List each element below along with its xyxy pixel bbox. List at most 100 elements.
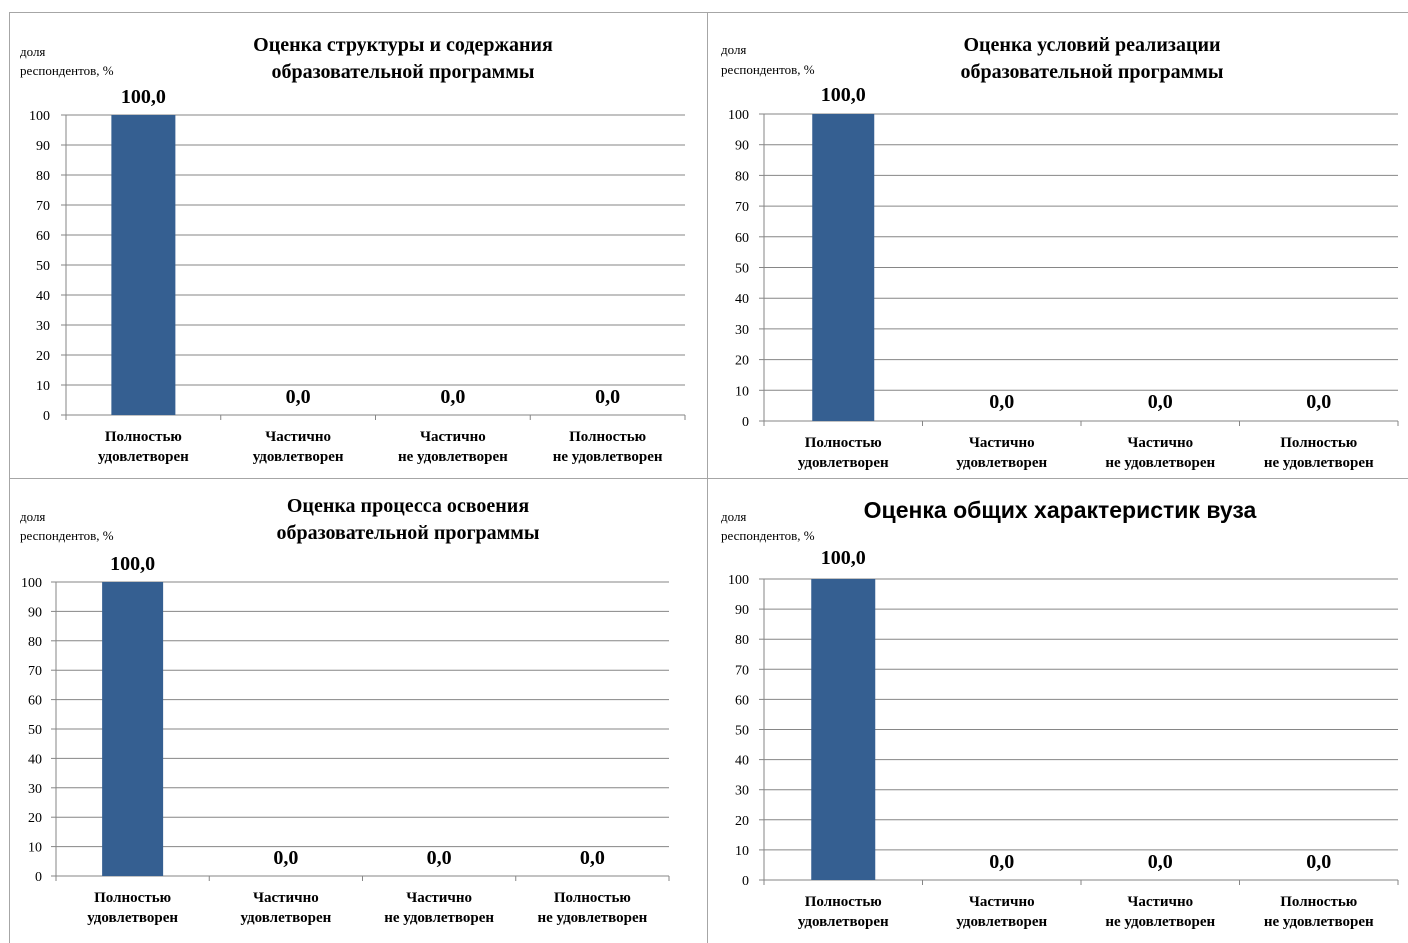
y-axis-label: респондентов, % (20, 63, 114, 78)
chart-title: Оценка процесса освоения (287, 495, 529, 517)
bar (111, 115, 176, 415)
y-axis-label: респондентов, % (721, 62, 815, 77)
data-label: 0,0 (1306, 391, 1331, 413)
category-label: удовлетворен (87, 910, 178, 926)
data-label: 0,0 (595, 386, 620, 408)
category-label: не удовлетворен (384, 910, 494, 926)
data-label: 0,0 (1148, 391, 1173, 413)
category-label: не удовлетворен (1264, 455, 1374, 471)
y-tick-label: 30 (36, 319, 50, 334)
category-label: Полностью (105, 429, 182, 445)
category-label: не удовлетворен (1105, 455, 1215, 471)
data-label: 0,0 (580, 847, 605, 869)
category-label: не удовлетворен (537, 910, 647, 926)
data-label: 100,0 (821, 547, 866, 569)
bar (812, 114, 875, 421)
category-label: не удовлетворен (1105, 914, 1215, 930)
y-tick-label: 30 (735, 784, 749, 799)
category-label: Полностью (554, 890, 631, 906)
chart-title: Оценка структуры и содержания (253, 34, 553, 56)
y-tick-label: 70 (28, 664, 42, 679)
y-tick-label: 70 (735, 663, 749, 678)
category-label: не удовлетворен (553, 449, 663, 465)
y-tick-label: 100 (21, 576, 42, 591)
y-tick-label: 100 (728, 108, 749, 123)
y-tick-label: 40 (735, 292, 749, 307)
y-tick-label: 50 (735, 724, 749, 739)
data-label: 100,0 (821, 84, 866, 106)
y-tick-label: 20 (36, 349, 50, 364)
y-tick-label: 80 (735, 633, 749, 648)
category-label: удовлетворен (253, 449, 344, 465)
category-label: удовлетворен (956, 914, 1047, 930)
bar (811, 579, 876, 880)
category-label: удовлетворен (798, 455, 889, 471)
category-label: Полностью (805, 894, 882, 910)
y-tick-label: 60 (36, 229, 50, 244)
y-tick-label: 80 (735, 169, 749, 184)
y-tick-label: 90 (735, 603, 749, 618)
category-label: Полностью (1280, 894, 1357, 910)
grid-border-top (9, 12, 1408, 13)
y-tick-label: 70 (36, 199, 50, 214)
data-label: 100,0 (121, 86, 166, 108)
category-label: не удовлетворен (1264, 914, 1374, 930)
y-tick-label: 50 (735, 262, 749, 277)
y-tick-label: 20 (28, 811, 42, 826)
grid-divider-vertical (707, 12, 708, 943)
category-label: удовлетворен (798, 914, 889, 930)
data-label: 0,0 (1148, 851, 1173, 873)
y-tick-label: 0 (742, 874, 749, 889)
y-tick-label: 100 (728, 573, 749, 588)
y-tick-label: 90 (735, 139, 749, 154)
data-label: 0,0 (1306, 851, 1331, 873)
y-tick-label: 0 (43, 409, 50, 424)
y-tick-label: 10 (28, 841, 42, 856)
y-tick-label: 40 (28, 752, 42, 767)
chart-title: Оценка условий реализации (963, 34, 1220, 56)
y-tick-label: 20 (735, 814, 749, 829)
y-tick-label: 60 (735, 693, 749, 708)
data-label: 0,0 (440, 386, 465, 408)
category-label: Частично (253, 890, 319, 906)
category-label: Частично (265, 429, 331, 445)
category-label: Полностью (94, 890, 171, 906)
y-axis-label: доля (721, 42, 746, 57)
y-tick-label: 50 (36, 259, 50, 274)
chart-grid (9, 12, 1408, 943)
y-tick-label: 90 (36, 139, 50, 154)
data-label: 0,0 (286, 386, 311, 408)
y-tick-label: 10 (735, 384, 749, 399)
chart-title: образовательной программы (276, 522, 539, 544)
category-label: Частично (420, 429, 486, 445)
y-tick-label: 30 (28, 782, 42, 797)
y-axis-label: доля (20, 509, 45, 524)
y-tick-label: 60 (735, 231, 749, 246)
y-tick-label: 100 (29, 109, 50, 124)
category-label: Частично (1127, 894, 1193, 910)
bar (102, 582, 164, 876)
y-tick-label: 60 (28, 694, 42, 709)
chart-implementation-conditions: 0 10 20 30 40 50 60 70 80 90 100 100,0 Полностью удов… (721, 34, 1399, 471)
category-label: удовлетворен (240, 910, 331, 926)
category-label: удовлетворен (98, 449, 189, 465)
category-label: Частично (969, 435, 1035, 451)
y-tick-label: 10 (36, 379, 50, 394)
y-tick-label: 40 (36, 289, 50, 304)
category-label: Полностью (1280, 435, 1357, 451)
category-label: удовлетворен (956, 455, 1047, 471)
chart-structure-content: 0 10 20 30 40 50 60 70 80 90 100 100,0 Полностью удов… (20, 34, 686, 465)
category-label: Полностью (805, 435, 882, 451)
chart-general-characteristics: 0 10 20 30 40 50 60 70 80 90 100 100,0 Полностью удов… (721, 497, 1399, 930)
chart-title: Оценка общих характеристик вуза (864, 497, 1257, 523)
y-tick-label: 80 (28, 635, 42, 650)
y-tick-label: 20 (735, 354, 749, 369)
y-tick-label: 90 (28, 605, 42, 620)
data-label: 0,0 (989, 851, 1014, 873)
y-tick-label: 80 (36, 169, 50, 184)
data-label: 100,0 (110, 553, 155, 575)
y-tick-label: 30 (735, 323, 749, 338)
chart-title: образовательной программы (960, 61, 1223, 83)
category-label: не удовлетворен (398, 449, 508, 465)
y-tick-label: 10 (735, 844, 749, 859)
